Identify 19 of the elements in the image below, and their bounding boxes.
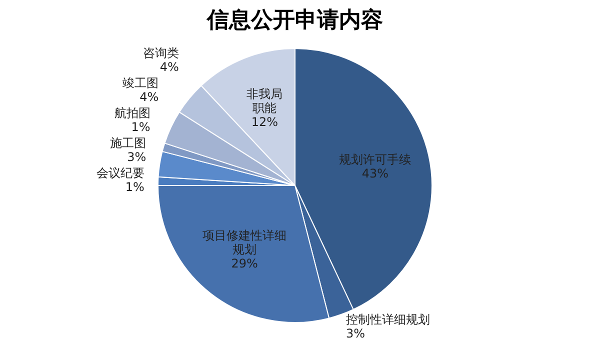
slice-label: 项目修建性详细规划 <box>202 228 287 257</box>
slice-label: 航拍图 <box>114 106 150 120</box>
slice-label: 规划许可手续 <box>339 152 412 167</box>
slice-label: 竣工图 <box>122 76 159 90</box>
slice-label: 会议纪要 <box>96 166 144 180</box>
data-label: 12% <box>251 115 278 130</box>
slice-label: 控制性详细规划 <box>346 312 430 326</box>
data-label: 4% <box>140 90 159 104</box>
data-label: 1% <box>131 120 150 134</box>
slice-label: 非我局职能 <box>246 87 283 116</box>
data-label: 3% <box>346 326 366 340</box>
data-label: 3% <box>127 150 146 164</box>
slice-label: 施工图 <box>110 136 146 150</box>
data-label: 43% <box>362 166 389 181</box>
data-label: 29% <box>231 256 258 271</box>
chart-title: 信息公开申请内容 <box>205 6 384 35</box>
slice-label: 咨询类 <box>142 46 179 60</box>
data-label: 1% <box>125 180 144 194</box>
data-label: 4% <box>160 60 179 74</box>
